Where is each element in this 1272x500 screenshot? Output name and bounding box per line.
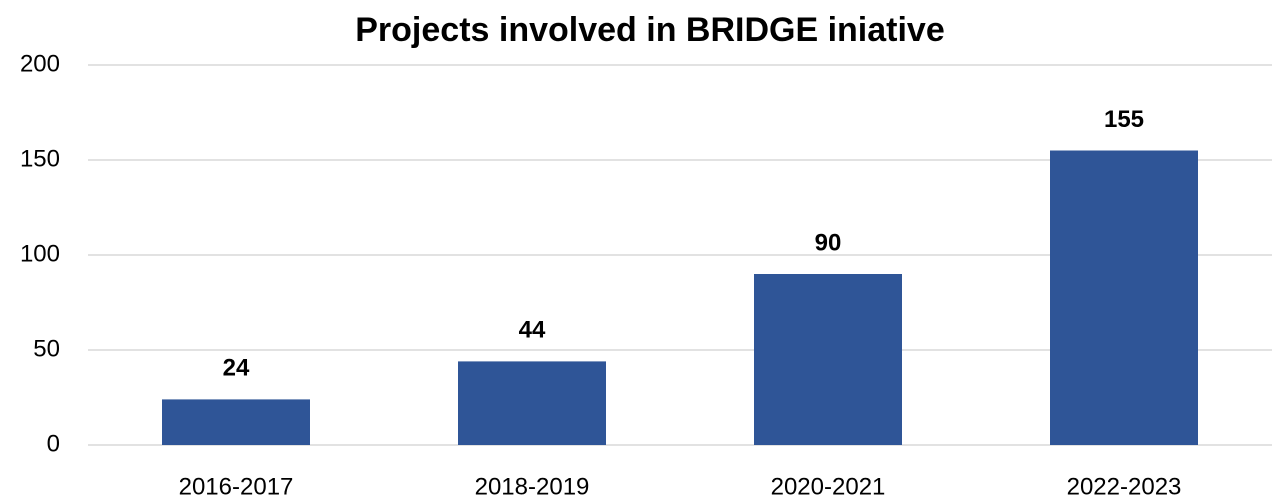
- y-tick-label: 0: [47, 430, 60, 457]
- y-tick-label: 50: [33, 335, 60, 362]
- bar: [754, 274, 902, 445]
- y-tick-label: 150: [20, 145, 60, 172]
- x-tick-label: 2016-2017: [179, 473, 294, 500]
- bar: [458, 361, 606, 445]
- y-tick-label: 100: [20, 240, 60, 267]
- y-tick-label: 200: [20, 50, 60, 77]
- x-tick-label: 2020-2021: [771, 473, 886, 500]
- x-tick-label: 2022-2023: [1067, 473, 1182, 500]
- x-tick-label: 2018-2019: [475, 473, 590, 500]
- data-label: 24: [223, 355, 250, 382]
- data-label: 155: [1104, 106, 1144, 133]
- bar: [1050, 150, 1198, 445]
- data-label: 44: [519, 317, 546, 344]
- bar: [162, 399, 310, 445]
- chart-title: Projects involved in BRIDGE iniative: [355, 11, 945, 49]
- data-label: 90: [815, 229, 842, 256]
